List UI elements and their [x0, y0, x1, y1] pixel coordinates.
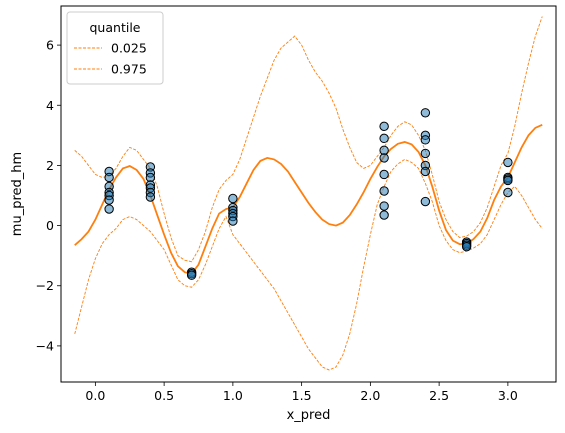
data-point [228, 216, 238, 226]
data-point [379, 133, 389, 144]
data-point [461, 241, 472, 252]
data-point [379, 201, 389, 211]
data-point [420, 148, 431, 159]
y-tick-label: 2 [46, 158, 54, 173]
data-point [420, 135, 431, 145]
y-tick-label: −4 [36, 338, 54, 353]
data-point [379, 186, 389, 196]
plot-frame [60, 5, 557, 383]
data-point [420, 108, 431, 118]
x-tick-label: 2.5 [429, 388, 449, 403]
x-tick-label: 0.5 [154, 388, 174, 403]
data-point [420, 166, 431, 177]
y-tick-label: 4 [46, 98, 54, 113]
data-point [379, 121, 389, 132]
data-point [228, 193, 238, 204]
legend-box [66, 11, 164, 85]
x-axis-ticks: 0.0 0.5 1.0 1.5 2.0 2.5 3.0 [85, 382, 518, 403]
legend-title: quantile [90, 20, 141, 35]
y-tick-label: 0 [46, 218, 54, 233]
x-tick-label: 2.0 [360, 388, 380, 403]
x-tick-label: 0.0 [85, 388, 105, 403]
data-point [503, 187, 513, 198]
data-point [145, 192, 156, 202]
x-axis-label: x_pred [287, 408, 331, 423]
data-point [104, 195, 114, 205]
y-tick-label: 6 [46, 38, 54, 53]
legend-label-0025: 0.025 [111, 41, 147, 56]
data-point [379, 169, 389, 180]
legend-label-0975: 0.975 [111, 62, 147, 77]
x-tick-label: 1.5 [292, 388, 312, 403]
y-tick-label: −2 [36, 278, 54, 293]
data-point [379, 210, 389, 220]
legend: quantile 0.025 0.975 [66, 11, 164, 85]
data-point [503, 175, 513, 186]
data-point [379, 153, 389, 163]
data-point [104, 204, 114, 214]
quantile-line-0.025 [74, 158, 543, 371]
data-point [420, 196, 431, 207]
data-point [104, 172, 114, 183]
x-tick-label: 1.0 [223, 388, 243, 403]
y-axis-label: mu_pred_hm [10, 152, 25, 236]
y-axis-ticks: −4 −2 0 2 4 6 [36, 38, 61, 353]
observed-points [104, 108, 513, 280]
x-tick-label: 3.0 [498, 388, 518, 403]
data-point [503, 157, 513, 168]
data-point [186, 270, 197, 280]
